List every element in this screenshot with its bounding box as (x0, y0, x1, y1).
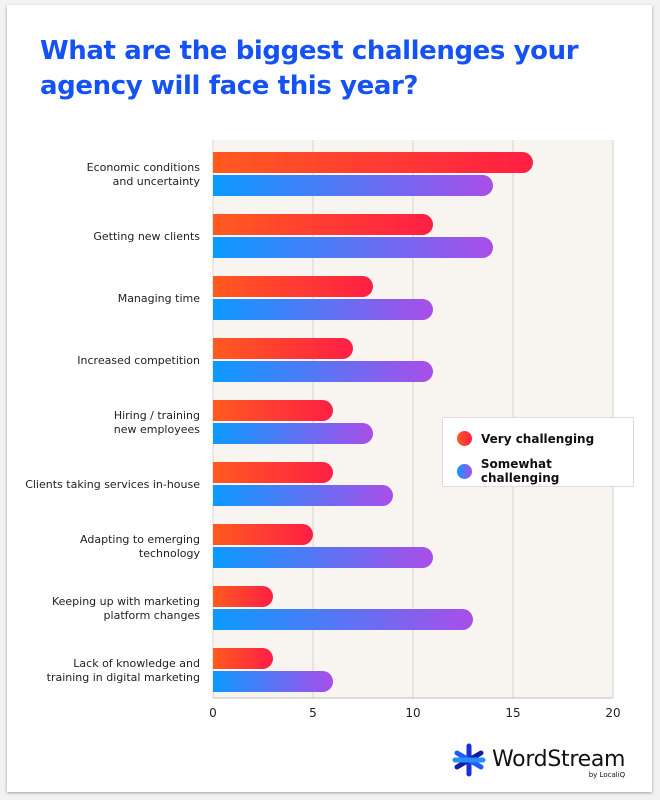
chart-title: What are the biggest challenges your age… (40, 36, 579, 101)
category-label: platform changes (104, 609, 201, 622)
bar-very-challenging (213, 462, 333, 483)
category-label: Managing time (118, 292, 201, 305)
logo-sub: by LocaliQ (588, 771, 626, 779)
logo-text: WordStream by LocaliQ (492, 747, 626, 780)
legend-swatch-very-challenging (457, 431, 472, 446)
category-label: new employees (114, 423, 201, 436)
bar-somewhat-challenging (213, 547, 433, 568)
bars (213, 152, 533, 692)
legend-swatch-somewhat-challenging (457, 463, 472, 479)
bar-very-challenging (213, 524, 313, 545)
bar-very-challenging (213, 648, 273, 669)
category-label: Adapting to emerging (80, 533, 200, 546)
x-tick-label: 0 (209, 706, 217, 720)
category-label: Keeping up with marketing (52, 595, 200, 608)
bar-very-challenging (213, 276, 374, 297)
category-label: and uncertainty (113, 175, 201, 188)
legend: Very challenging Somewhat challenging (442, 417, 634, 487)
legend-item-somewhat-challenging: Somewhat challenging (457, 457, 633, 485)
legend-label: Very challenging (481, 431, 595, 446)
category-label: Hiring / training (114, 409, 200, 422)
x-tick-label: 15 (505, 706, 520, 720)
bar-somewhat-challenging (213, 175, 493, 196)
bar-very-challenging (213, 400, 333, 421)
x-tick-label: 10 (405, 706, 420, 720)
bar-somewhat-challenging (213, 299, 433, 320)
bar-very-challenging (213, 152, 533, 173)
wordstream-logo: WordStream by LocaliQ (452, 743, 626, 780)
bar-somewhat-challenging (213, 485, 394, 506)
category-label: Clients taking services in-house (25, 478, 200, 491)
bar-very-challenging (213, 214, 433, 235)
x-axis-ticks: 0 5 10 15 20 (209, 706, 620, 720)
logo-name: WordStream (492, 747, 626, 772)
x-tick-label: 5 (309, 706, 317, 720)
bar-somewhat-challenging (213, 423, 374, 444)
x-tick-label: 20 (605, 706, 620, 720)
category-label: Increased competition (77, 354, 200, 367)
legend-item-very-challenging: Very challenging (457, 431, 594, 446)
category-label: Lack of knowledge and (73, 657, 200, 670)
bar-very-challenging (213, 338, 353, 359)
bar-very-challenging (213, 586, 273, 607)
bar-somewhat-challenging (213, 671, 333, 692)
category-label: Getting new clients (93, 230, 200, 243)
bar-somewhat-challenging (213, 609, 473, 630)
bar-somewhat-challenging (213, 361, 433, 382)
bar-somewhat-challenging (213, 237, 493, 258)
legend-label: Somewhat challenging (480, 457, 560, 485)
category-label: training in digital marketing (47, 671, 200, 684)
category-label: technology (139, 547, 201, 560)
wordstream-asterisk-icon (452, 743, 486, 777)
category-label: Economic conditions (87, 161, 201, 174)
